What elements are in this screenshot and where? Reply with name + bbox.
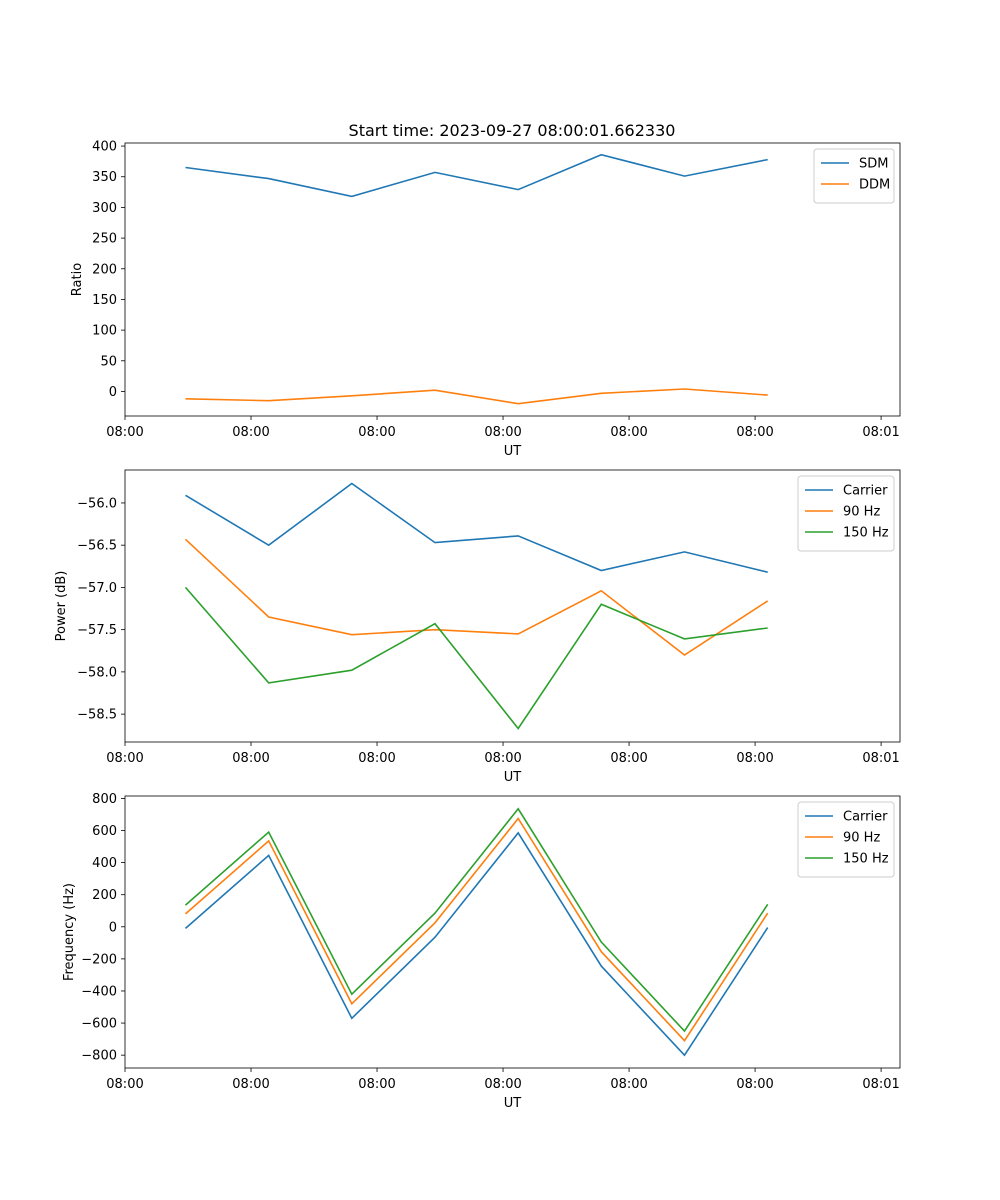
legend: Carrier 90 Hz 150 Hz bbox=[797, 475, 895, 552]
y-tick-label: 350 bbox=[92, 170, 117, 185]
chart-panel-2: 08:00 08:00 08:00 08:00 08:00 08:00 08:01 −58.5… bbox=[54, 469, 901, 785]
x-tick-label: 08:00 bbox=[358, 751, 395, 766]
legend: Carrier 90 Hz 150 Hz bbox=[797, 801, 895, 878]
y-tick-label: −56.5 bbox=[77, 539, 117, 554]
charts-container: 08:00 08:00 08:00 08:00 08:00 08:00 08:01 0 50 10… bbox=[54, 140, 901, 1111]
x-tick-label: 08:00 bbox=[232, 425, 269, 440]
y-tick-label: 0 bbox=[109, 920, 117, 935]
series-line-sdm bbox=[185, 153, 768, 198]
x-tick-label: 08:00 bbox=[610, 425, 647, 440]
figure-title: Start time: 2023-09-27 08:00:01.662330 bbox=[349, 121, 676, 140]
x-tick-label: 08:01 bbox=[862, 751, 899, 766]
series-line-150-hz bbox=[184, 586, 768, 730]
series-line-90-hz bbox=[184, 538, 769, 656]
plot-frame bbox=[124, 142, 901, 417]
x-axis-label: UT bbox=[504, 1096, 522, 1111]
x-axis-label: UT bbox=[504, 770, 522, 785]
x-axis-label: UT bbox=[504, 444, 522, 459]
x-tick-label: 08:00 bbox=[610, 751, 647, 766]
x-tick-label: 08:00 bbox=[358, 425, 395, 440]
x-tick-label: 08:01 bbox=[862, 1077, 899, 1092]
x-tick-label: 08:00 bbox=[484, 425, 521, 440]
y-tick-label: −57.5 bbox=[77, 623, 117, 638]
x-tick-label: 08:00 bbox=[232, 751, 269, 766]
x-tick-label: 08:00 bbox=[106, 751, 143, 766]
legend-label: Carrier bbox=[843, 484, 888, 499]
x-tick-label: 08:00 bbox=[736, 1077, 773, 1092]
y-tick-label: 50 bbox=[100, 354, 117, 369]
legend-label: DDM bbox=[859, 178, 890, 193]
series-line-ddm bbox=[185, 388, 768, 405]
x-tick-label: 08:00 bbox=[736, 425, 773, 440]
series-line-carrier bbox=[184, 831, 769, 1057]
plot-frame bbox=[124, 469, 901, 743]
x-tick-label: 08:00 bbox=[484, 751, 521, 766]
series-line-carrier bbox=[185, 482, 768, 573]
y-axis-label: Ratio bbox=[70, 263, 85, 296]
x-tick-label: 08:00 bbox=[358, 1077, 395, 1092]
y-tick-label: −400 bbox=[81, 984, 117, 999]
y-tick-label: 0 bbox=[109, 385, 117, 400]
series-line-90-hz bbox=[184, 817, 769, 1042]
y-tick-label: −57.0 bbox=[77, 581, 117, 596]
y-tick-label: 800 bbox=[92, 792, 117, 807]
legend-label: 90 Hz bbox=[843, 831, 880, 846]
y-axis-label: Power (dB) bbox=[54, 571, 69, 642]
y-tick-label: 250 bbox=[92, 232, 117, 247]
x-tick-label: 08:00 bbox=[484, 1077, 521, 1092]
y-tick-label: 400 bbox=[92, 140, 117, 155]
legend-label: SDM bbox=[859, 157, 888, 172]
legend-label: 150 Hz bbox=[843, 852, 889, 867]
x-tick-label: 08:00 bbox=[610, 1077, 647, 1092]
x-tick-label: 08:00 bbox=[106, 1077, 143, 1092]
y-tick-label: −200 bbox=[81, 952, 117, 967]
y-tick-label: −56.0 bbox=[77, 496, 117, 511]
y-tick-label: −58.5 bbox=[77, 708, 117, 723]
y-tick-label: 400 bbox=[92, 856, 117, 871]
plot-frame bbox=[124, 795, 901, 1069]
legend-label: Carrier bbox=[843, 810, 888, 825]
y-tick-label: 200 bbox=[92, 262, 117, 277]
y-tick-label: 600 bbox=[92, 824, 117, 839]
x-tick-label: 08:00 bbox=[232, 1077, 269, 1092]
chart-panel-3: 08:00 08:00 08:00 08:00 08:00 08:00 08:01 −800 −… bbox=[62, 792, 901, 1111]
y-tick-label: 300 bbox=[92, 201, 117, 216]
y-tick-label: −58.0 bbox=[77, 665, 117, 680]
x-tick-label: 08:00 bbox=[106, 425, 143, 440]
series-line-150-hz bbox=[184, 807, 769, 1033]
y-tick-label: −600 bbox=[81, 1017, 117, 1032]
x-tick-label: 08:01 bbox=[862, 425, 899, 440]
legend: SDM DDM bbox=[813, 148, 895, 204]
x-tick-label: 08:00 bbox=[736, 751, 773, 766]
chart-panel-1: 08:00 08:00 08:00 08:00 08:00 08:00 08:01 0 50 10… bbox=[70, 140, 901, 459]
y-tick-label: 100 bbox=[92, 324, 117, 339]
y-tick-label: −800 bbox=[81, 1049, 117, 1064]
legend-label: 90 Hz bbox=[843, 505, 880, 520]
legend-label: 150 Hz bbox=[843, 526, 889, 541]
y-axis-label: Frequency (Hz) bbox=[62, 883, 77, 981]
y-tick-label: 200 bbox=[92, 888, 117, 903]
y-tick-label: 150 bbox=[92, 293, 117, 308]
